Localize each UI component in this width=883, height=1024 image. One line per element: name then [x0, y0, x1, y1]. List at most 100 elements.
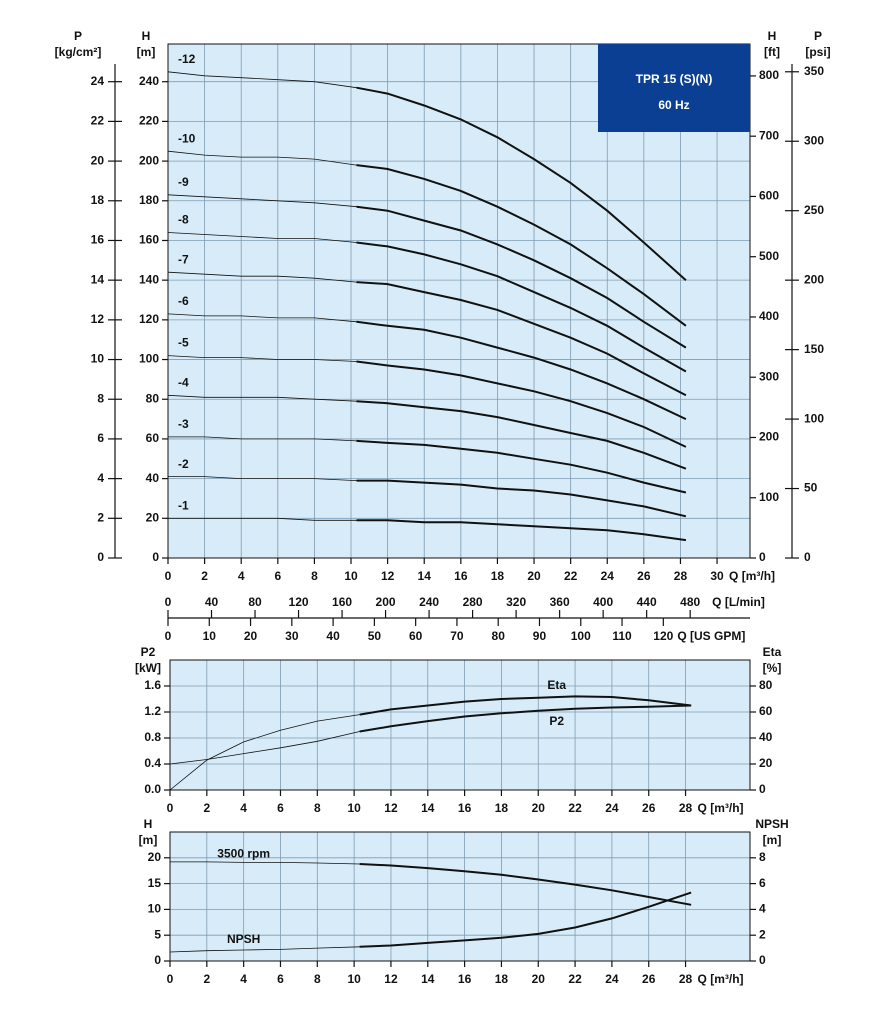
- x-tick-label: 8: [314, 972, 321, 986]
- x-tick-label: 4: [240, 801, 247, 815]
- y-tick-label: 80: [759, 678, 773, 692]
- series-label: -2: [178, 457, 189, 471]
- x-tick-label: 22: [568, 972, 582, 986]
- y-tick-label: 20: [759, 756, 773, 770]
- y-tick-label: 500: [759, 249, 779, 263]
- plot-area: [170, 832, 750, 961]
- x-tick-label: 20: [532, 972, 546, 986]
- curve-operating: [359, 891, 692, 948]
- x-axis-label: Q [m³/h]: [698, 801, 744, 815]
- y-tick-label: 50: [804, 481, 818, 495]
- x-tick-label: 24: [605, 972, 619, 986]
- y-axis-unit: [m]: [137, 45, 156, 59]
- curve-operating: [359, 704, 692, 733]
- series-label: -4: [178, 375, 189, 389]
- y-tick-label: 1.2: [144, 704, 161, 718]
- y-tick-label: 100: [804, 411, 824, 425]
- y-tick-label: 300: [759, 369, 779, 383]
- x-tick-label: 14: [421, 972, 435, 986]
- y-tick-label: 0: [97, 550, 104, 564]
- x-tick-label: 120: [289, 595, 309, 609]
- series-label: -5: [178, 336, 189, 350]
- x-tick-label: 160: [332, 595, 352, 609]
- x-tick-label: 26: [642, 801, 656, 815]
- x-tick-label: 0: [165, 629, 172, 643]
- x-tick-label: 4: [238, 569, 245, 583]
- x-tick-label: 26: [637, 569, 651, 583]
- y-axis-unit: [kg/cm²]: [55, 45, 102, 59]
- y-tick-label: 6: [97, 431, 104, 445]
- y-tick-label: 0: [152, 550, 159, 564]
- series-label: NPSH: [227, 932, 260, 946]
- y-tick-label: 5: [154, 927, 161, 941]
- curve-operating: [356, 400, 687, 470]
- curve-operating: [356, 164, 687, 327]
- y-axis-name: P: [814, 29, 822, 43]
- x-tick-label: 14: [421, 801, 435, 815]
- y-tick-label: 150: [804, 342, 824, 356]
- x-tick-label: 0: [165, 569, 172, 583]
- y-tick-label: 60: [759, 704, 773, 718]
- y-tick-label: 800: [759, 68, 779, 82]
- x-tick-label: 40: [326, 629, 340, 643]
- x-tick-label: 28: [679, 972, 693, 986]
- y-tick-label: 16: [91, 233, 105, 247]
- x-tick-label: 40: [205, 595, 219, 609]
- y-tick-label: 300: [804, 133, 824, 147]
- series-label: -7: [178, 252, 189, 266]
- x-tick-label: 0: [167, 972, 174, 986]
- x-axis-label: Q [m³/h]: [698, 972, 744, 986]
- y-tick-label: 700: [759, 128, 779, 142]
- curve-operating: [356, 519, 687, 542]
- x-tick-label: 0: [167, 801, 174, 815]
- x-tick-label: 50: [368, 629, 382, 643]
- series-label: -6: [178, 294, 189, 308]
- series-label: -3: [178, 417, 189, 431]
- curve-operating: [356, 205, 687, 349]
- series-label: -1: [178, 498, 189, 512]
- y-tick-label: 0.0: [144, 782, 161, 796]
- x-tick-label: 14: [418, 569, 432, 583]
- y-tick-label: 0: [759, 953, 766, 967]
- x-tick-label: 10: [347, 801, 361, 815]
- y-tick-label: 15: [148, 876, 162, 890]
- y-tick-label: 0: [759, 550, 766, 564]
- curve-operating: [356, 281, 687, 397]
- y-tick-label: 10: [148, 902, 162, 916]
- x-tick-label: 18: [495, 972, 509, 986]
- curve-operating: [359, 863, 692, 906]
- x-tick-label: 400: [593, 595, 613, 609]
- curve-operating: [356, 439, 687, 494]
- plot-frame: [169, 659, 751, 791]
- x-tick-label: 28: [679, 801, 693, 815]
- y-tick-label: 80: [146, 391, 160, 405]
- x-tick-label: 6: [277, 972, 284, 986]
- y-axis-unit: [m]: [139, 833, 158, 847]
- y-axis-name: H: [142, 29, 151, 43]
- y-axis-name: P: [74, 29, 82, 43]
- y-tick-label: 220: [139, 114, 159, 128]
- x-tick-label: 22: [564, 569, 578, 583]
- x-tick-label: 20: [244, 629, 258, 643]
- x-tick-label: 90: [533, 629, 547, 643]
- x-tick-label: 30: [285, 629, 299, 643]
- y-tick-label: 24: [91, 74, 105, 88]
- x-tick-label: 10: [203, 629, 217, 643]
- x-tick-label: 2: [201, 569, 208, 583]
- y-tick-label: 20: [148, 850, 162, 864]
- x-tick-label: 24: [605, 801, 619, 815]
- x-tick-label: 18: [491, 569, 505, 583]
- y-tick-label: 12: [91, 312, 105, 326]
- curve-operating: [359, 695, 692, 716]
- x-tick-label: 10: [347, 972, 361, 986]
- plot-frame: [167, 43, 751, 559]
- x-tick-label: 20: [532, 801, 546, 815]
- x-tick-label: 200: [376, 595, 396, 609]
- y-tick-label: 160: [139, 233, 159, 247]
- series-label: -10: [178, 131, 196, 145]
- y-axis-name: Eta: [763, 645, 782, 659]
- y-tick-label: 140: [139, 272, 159, 286]
- y-tick-label: 200: [759, 430, 779, 444]
- series-label: Eta: [547, 678, 566, 692]
